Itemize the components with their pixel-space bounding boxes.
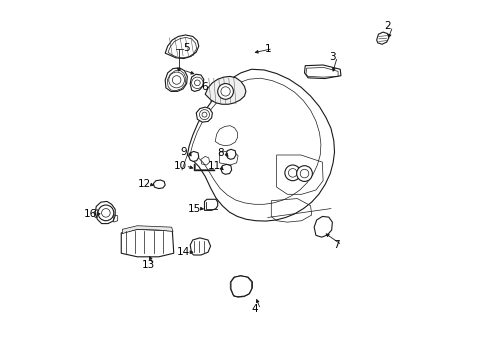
Polygon shape bbox=[376, 32, 388, 44]
Text: 13: 13 bbox=[141, 260, 154, 270]
Circle shape bbox=[102, 208, 110, 217]
Polygon shape bbox=[187, 69, 334, 221]
Circle shape bbox=[217, 84, 233, 99]
Text: 12: 12 bbox=[138, 179, 151, 189]
Circle shape bbox=[221, 87, 230, 96]
Circle shape bbox=[168, 72, 184, 88]
Text: 14: 14 bbox=[176, 247, 189, 257]
Text: 2: 2 bbox=[383, 21, 390, 31]
Polygon shape bbox=[190, 74, 203, 91]
Circle shape bbox=[202, 112, 206, 117]
Text: 1: 1 bbox=[264, 44, 270, 54]
Circle shape bbox=[288, 168, 296, 177]
Text: 16: 16 bbox=[83, 209, 97, 219]
Text: 7: 7 bbox=[333, 240, 339, 250]
Polygon shape bbox=[205, 76, 245, 104]
Polygon shape bbox=[225, 149, 235, 159]
Circle shape bbox=[194, 80, 200, 86]
Text: 5: 5 bbox=[183, 43, 189, 53]
Polygon shape bbox=[304, 65, 340, 78]
Circle shape bbox=[199, 110, 209, 120]
Circle shape bbox=[98, 205, 114, 221]
Circle shape bbox=[296, 166, 312, 181]
Polygon shape bbox=[165, 35, 198, 59]
Circle shape bbox=[191, 77, 203, 89]
Text: 15: 15 bbox=[187, 203, 201, 213]
Circle shape bbox=[285, 165, 300, 181]
Text: 10: 10 bbox=[173, 161, 186, 171]
Polygon shape bbox=[122, 226, 173, 234]
Polygon shape bbox=[196, 107, 212, 122]
Polygon shape bbox=[95, 202, 115, 224]
Polygon shape bbox=[165, 68, 187, 91]
Text: 3: 3 bbox=[328, 52, 335, 62]
Text: 6: 6 bbox=[201, 82, 207, 92]
Text: 9: 9 bbox=[180, 147, 187, 157]
Polygon shape bbox=[190, 238, 210, 255]
Polygon shape bbox=[204, 199, 217, 210]
Text: 8: 8 bbox=[217, 148, 223, 158]
Text: 11: 11 bbox=[207, 161, 220, 171]
Text: 4: 4 bbox=[251, 304, 258, 314]
Polygon shape bbox=[313, 216, 332, 237]
Polygon shape bbox=[188, 152, 198, 161]
Circle shape bbox=[300, 169, 308, 178]
Circle shape bbox=[172, 76, 181, 84]
Polygon shape bbox=[153, 180, 165, 189]
Polygon shape bbox=[121, 229, 173, 257]
Polygon shape bbox=[221, 164, 231, 174]
Polygon shape bbox=[230, 276, 252, 297]
